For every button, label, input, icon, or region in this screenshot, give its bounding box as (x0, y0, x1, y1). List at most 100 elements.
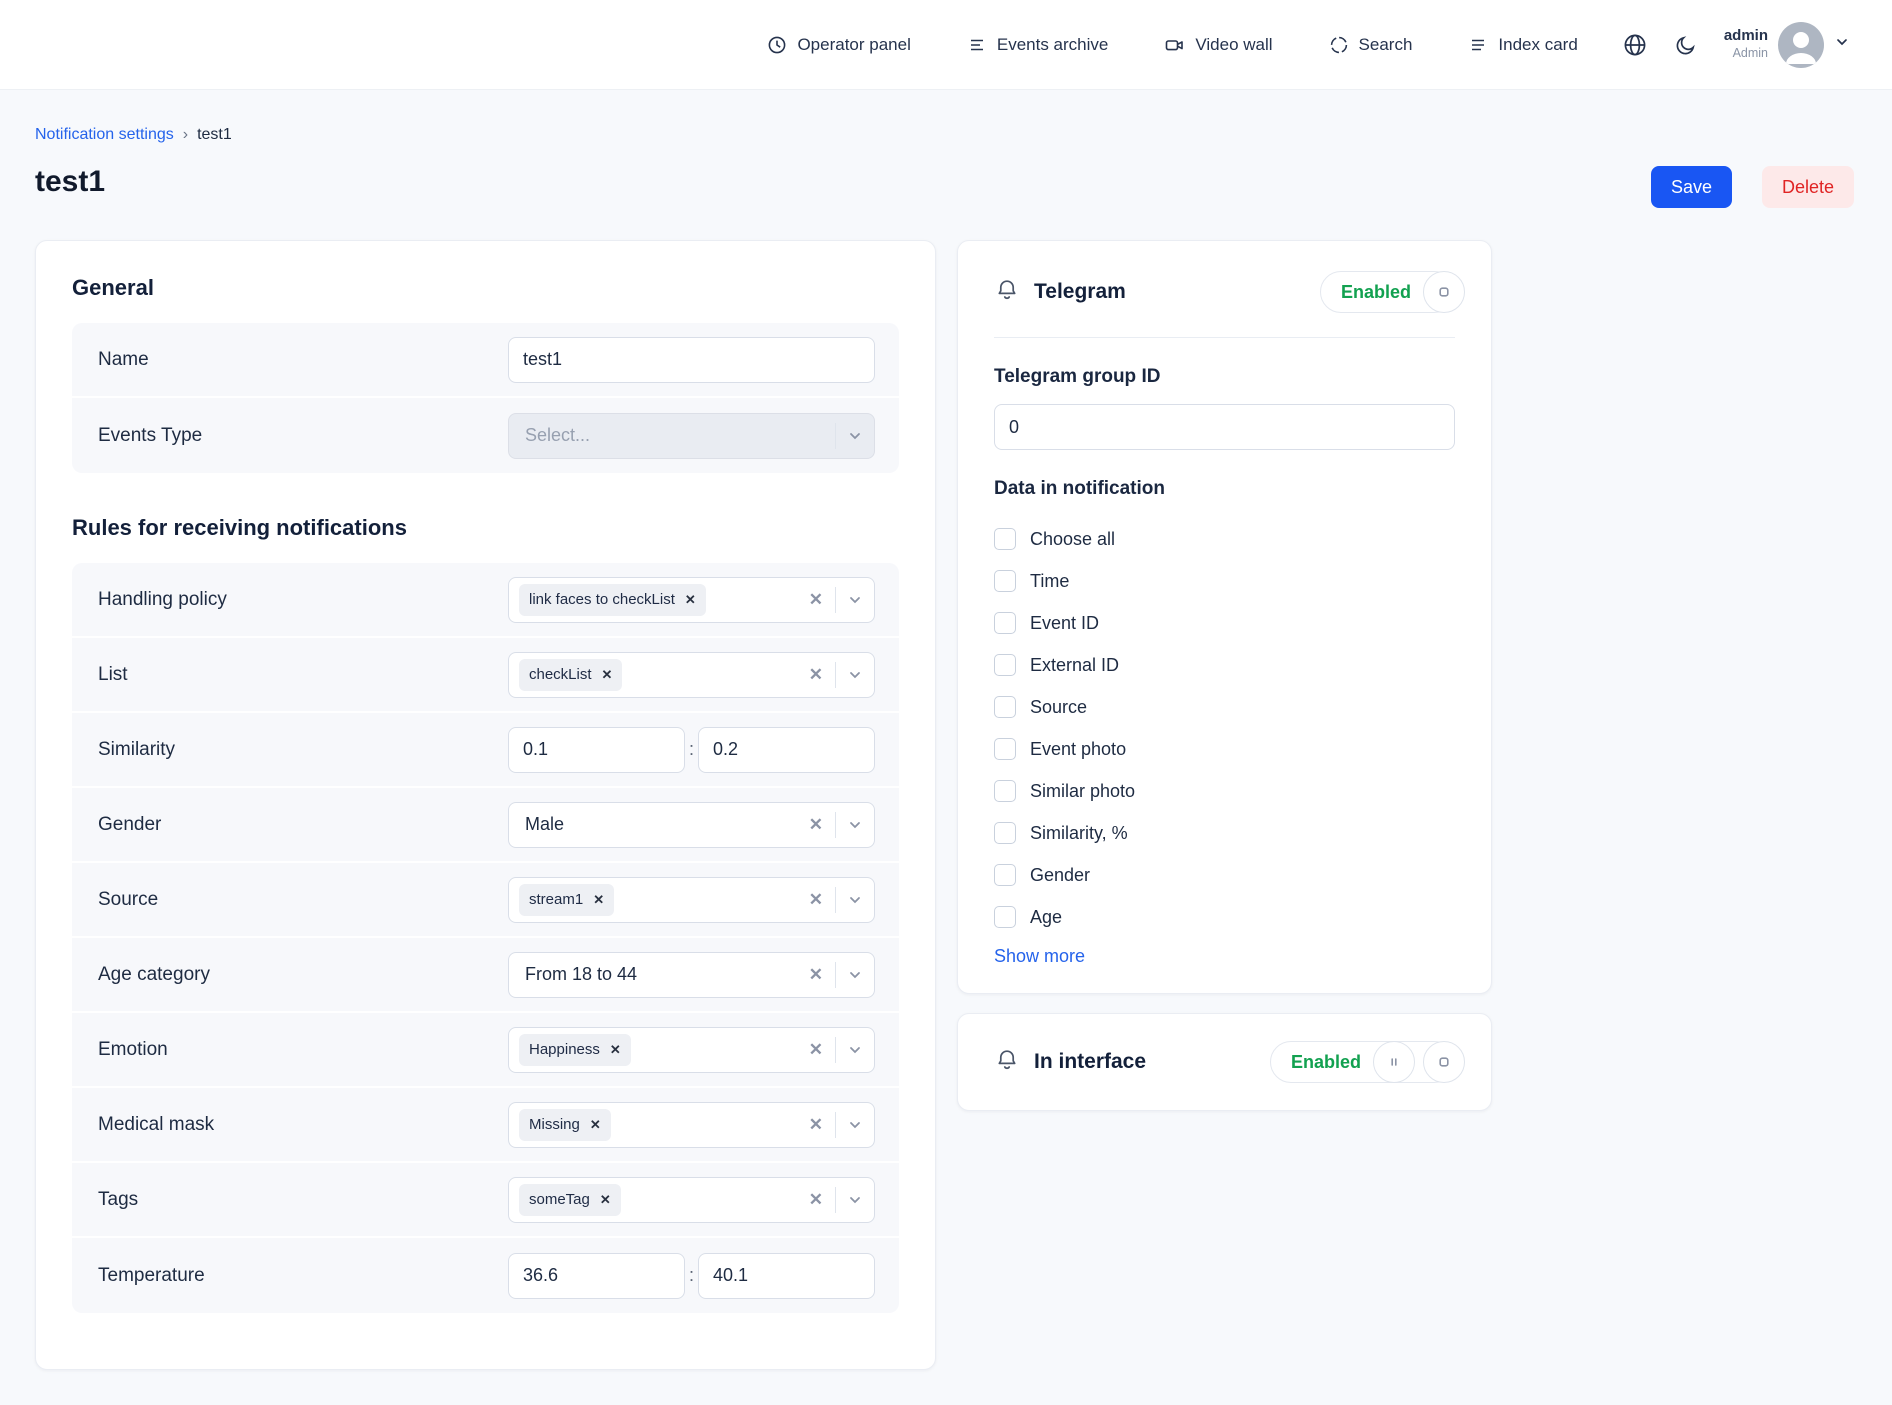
select-divider (835, 886, 836, 913)
remove-chip-icon[interactable]: ✕ (593, 891, 605, 907)
list-select[interactable]: checkList ✕ ✕ (508, 651, 875, 698)
chevron-down-icon[interactable] (836, 593, 874, 607)
source-select[interactable]: stream1 ✕ ✕ (508, 876, 875, 923)
checkbox[interactable] (994, 822, 1016, 844)
medical-mask-select[interactable]: Missing ✕ ✕ (508, 1101, 875, 1148)
tags-select[interactable]: someTag ✕ ✕ (508, 1176, 875, 1223)
events-type-label: Events Type (98, 424, 203, 446)
nav-operator-panel[interactable]: Operator panel (767, 34, 911, 55)
checkbox-time[interactable]: Time (994, 560, 1455, 602)
checkbox-event-id[interactable]: Event ID (994, 602, 1455, 644)
breadcrumb-link-notification-settings[interactable]: Notification settings (35, 126, 174, 143)
selected-chip: someTag ✕ (519, 1183, 621, 1216)
events-type-select[interactable]: Select... (508, 412, 875, 459)
checkbox-age[interactable]: Age (994, 896, 1455, 938)
moon-icon[interactable] (1674, 33, 1698, 57)
temperature-to-input[interactable] (697, 1252, 875, 1299)
checkbox[interactable] (994, 780, 1016, 802)
checkbox-similar-photo[interactable]: Similar photo (994, 770, 1455, 812)
checkbox-label: Gender (1030, 864, 1091, 885)
checkbox[interactable] (994, 528, 1016, 550)
list-icon (1468, 35, 1488, 55)
remove-chip-icon[interactable]: ✕ (684, 591, 696, 607)
select-divider (835, 1111, 836, 1138)
temperature-from-input[interactable] (508, 1252, 685, 1299)
checkbox[interactable] (994, 864, 1016, 886)
emotion-select[interactable]: Happiness ✕ ✕ (508, 1026, 875, 1073)
name-input[interactable] (508, 336, 875, 383)
age-category-select[interactable]: From 18 to 44 ✕ (508, 951, 875, 998)
selected-chip: Happiness ✕ (519, 1033, 631, 1066)
remove-chip-icon[interactable]: ✕ (609, 1041, 621, 1057)
chevron-down-icon[interactable] (836, 818, 874, 832)
show-more-link[interactable]: Show more (994, 946, 1086, 966)
remove-chip-icon[interactable]: ✕ (601, 666, 613, 682)
checkbox-label: Similar photo (1030, 780, 1136, 801)
bell-icon (994, 277, 1020, 308)
clear-icon[interactable]: ✕ (808, 1189, 823, 1209)
checkbox[interactable] (994, 696, 1016, 718)
stop-icon[interactable] (1423, 1041, 1465, 1083)
chevron-down-icon[interactable] (836, 968, 874, 982)
chevron-down-icon[interactable] (836, 668, 874, 682)
clear-icon[interactable]: ✕ (808, 1114, 823, 1134)
nav-video-wall[interactable]: Video wall (1164, 35, 1273, 55)
clear-icon[interactable]: ✕ (808, 1039, 823, 1059)
clear-icon[interactable]: ✕ (808, 889, 823, 909)
bell-icon (994, 1047, 1020, 1078)
name-label: Name (98, 348, 149, 370)
checkbox-external-id[interactable]: External ID (994, 644, 1455, 686)
nav-events-archive[interactable]: Events archive (967, 34, 1109, 55)
chevron-down-icon[interactable] (836, 1043, 874, 1057)
stop-icon[interactable] (1423, 271, 1465, 313)
chevron-down-icon[interactable] (836, 1193, 874, 1207)
similarity-from-input[interactable] (508, 726, 685, 773)
clear-icon[interactable]: ✕ (808, 589, 823, 609)
row-similarity: Similarity : (72, 713, 899, 788)
select-divider (835, 811, 836, 838)
clear-icon[interactable]: ✕ (808, 964, 823, 984)
checkbox[interactable] (994, 654, 1016, 676)
checkbox-choose-all[interactable]: Choose all (994, 518, 1455, 560)
nav-search[interactable]: Search (1329, 34, 1413, 55)
settings-card: General Name Events Type Select... (35, 240, 936, 1370)
row-gender: Gender Male ✕ (72, 788, 899, 863)
checkbox[interactable] (994, 906, 1016, 928)
checkbox-event-photo[interactable]: Event photo (994, 728, 1455, 770)
data-in-notification-heading: Data in notification (994, 478, 1165, 499)
chevron-down-icon[interactable] (836, 893, 874, 907)
clear-icon[interactable]: ✕ (808, 814, 823, 834)
selected-chip: Missing ✕ (519, 1108, 611, 1141)
chevron-down-icon[interactable] (836, 429, 874, 443)
globe-icon[interactable] (1622, 32, 1648, 58)
checkbox[interactable] (994, 570, 1016, 592)
nav-label: Operator panel (797, 34, 911, 54)
checkbox-gender[interactable]: Gender (994, 854, 1455, 896)
select-divider (835, 661, 836, 688)
row-tags: Tags someTag ✕ ✕ (72, 1163, 899, 1238)
nav-label: Search (1358, 34, 1413, 54)
similarity-to-input[interactable] (697, 726, 875, 773)
handling-policy-select[interactable]: link faces to checkList ✕ ✕ (508, 576, 875, 623)
save-button[interactable]: Save (1650, 166, 1732, 208)
gender-select[interactable]: Male ✕ (508, 801, 875, 848)
top-header: Operator panel Events archive Video wall (0, 0, 1892, 90)
pause-icon[interactable] (1373, 1041, 1415, 1083)
range-colon: : (688, 1265, 694, 1285)
nav-label: Events archive (996, 34, 1109, 54)
clear-icon[interactable]: ✕ (808, 664, 823, 684)
chevron-down-icon[interactable] (836, 1118, 874, 1132)
divider (994, 337, 1455, 338)
checkbox-source[interactable]: Source (994, 686, 1455, 728)
checkbox-similarity-percent[interactable]: Similarity, % (994, 812, 1455, 854)
user-menu[interactable]: admin Admin (1724, 21, 1850, 68)
nav-index-card[interactable]: Index card (1468, 35, 1578, 55)
checkbox[interactable] (994, 738, 1016, 760)
delete-button[interactable]: Delete (1761, 166, 1854, 208)
remove-chip-icon[interactable]: ✕ (599, 1191, 611, 1207)
remove-chip-icon[interactable]: ✕ (589, 1116, 601, 1132)
clock-icon (767, 35, 787, 55)
telegram-group-id-label: Telegram group ID (994, 366, 1161, 387)
checkbox[interactable] (994, 612, 1016, 634)
telegram-group-id-input[interactable] (994, 404, 1455, 450)
